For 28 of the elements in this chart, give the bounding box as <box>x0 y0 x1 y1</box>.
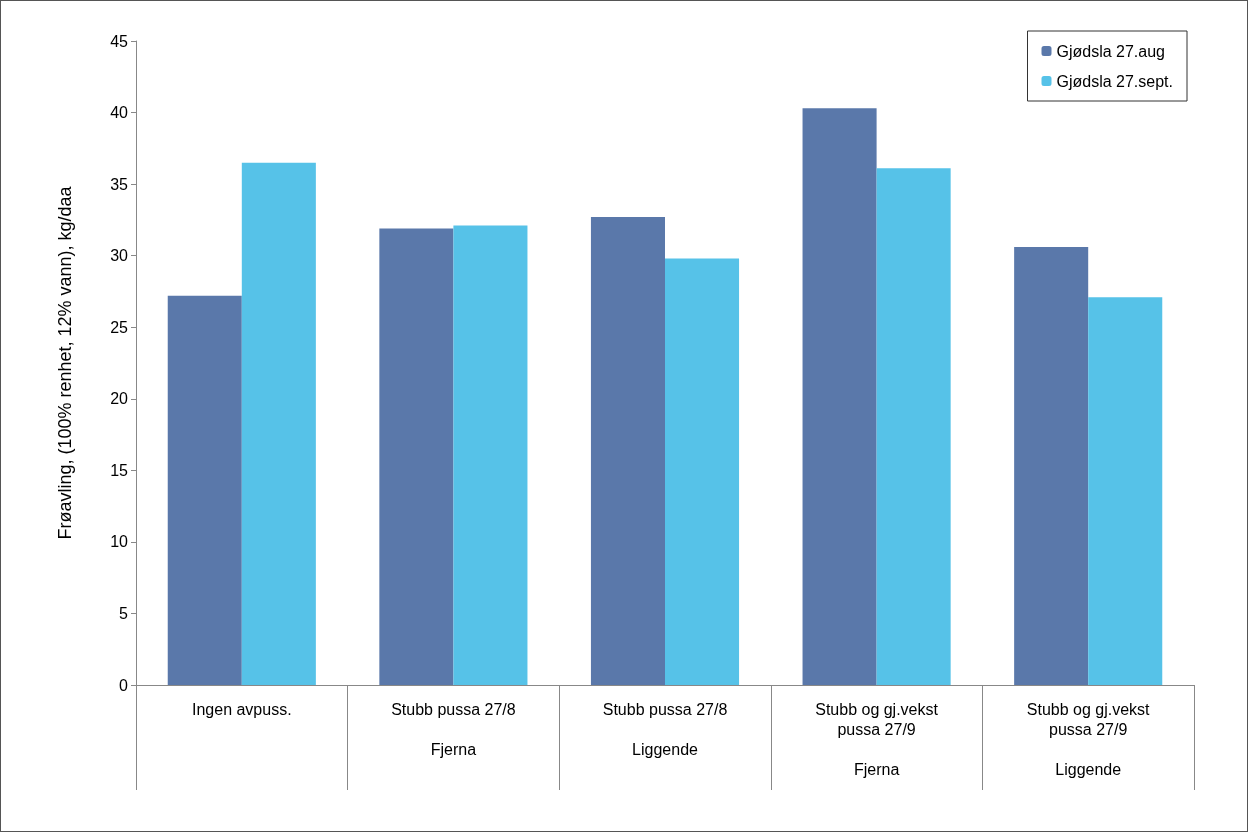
bar <box>167 295 242 685</box>
bar <box>802 108 877 685</box>
legend-label: Gjødsla 27.sept. <box>1056 72 1173 90</box>
y-tick-label: 15 <box>110 461 129 479</box>
bar <box>453 225 528 685</box>
y-tick-label: 0 <box>119 676 129 694</box>
y-tick-label: 30 <box>110 247 129 265</box>
bar <box>1014 247 1089 685</box>
category-label: Stubb og gj.vekst pussa 27/9 Fjerna <box>815 700 938 778</box>
category-label: Stubb pussa 27/8 Liggende <box>602 700 728 758</box>
legend-label: Gjødsla 27.aug <box>1056 42 1166 60</box>
y-tick-label: 5 <box>119 604 129 622</box>
bar <box>1088 297 1163 685</box>
bar <box>590 217 665 685</box>
x-tick-label: Ingen avpuss. <box>191 700 292 718</box>
category-label: Stubb og gj.vekst pussa 27/9 Liggende <box>1026 700 1150 778</box>
bar <box>876 168 951 685</box>
category-label: Stubb pussa 27/8 Fjerna <box>391 700 516 758</box>
bar <box>379 228 454 685</box>
y-tick-label: 45 <box>110 32 129 50</box>
bar <box>241 162 316 685</box>
bar <box>665 258 740 685</box>
y-tick-label: 20 <box>110 390 129 408</box>
y-tick-label: 10 <box>110 533 129 551</box>
y-tick-label: 40 <box>110 104 129 122</box>
y-tick-label: 25 <box>110 318 129 336</box>
y-axis-title: Frøavling, (100% renhet, 12% vann), kg/daa <box>55 185 75 540</box>
y-tick-label: 35 <box>110 175 129 193</box>
